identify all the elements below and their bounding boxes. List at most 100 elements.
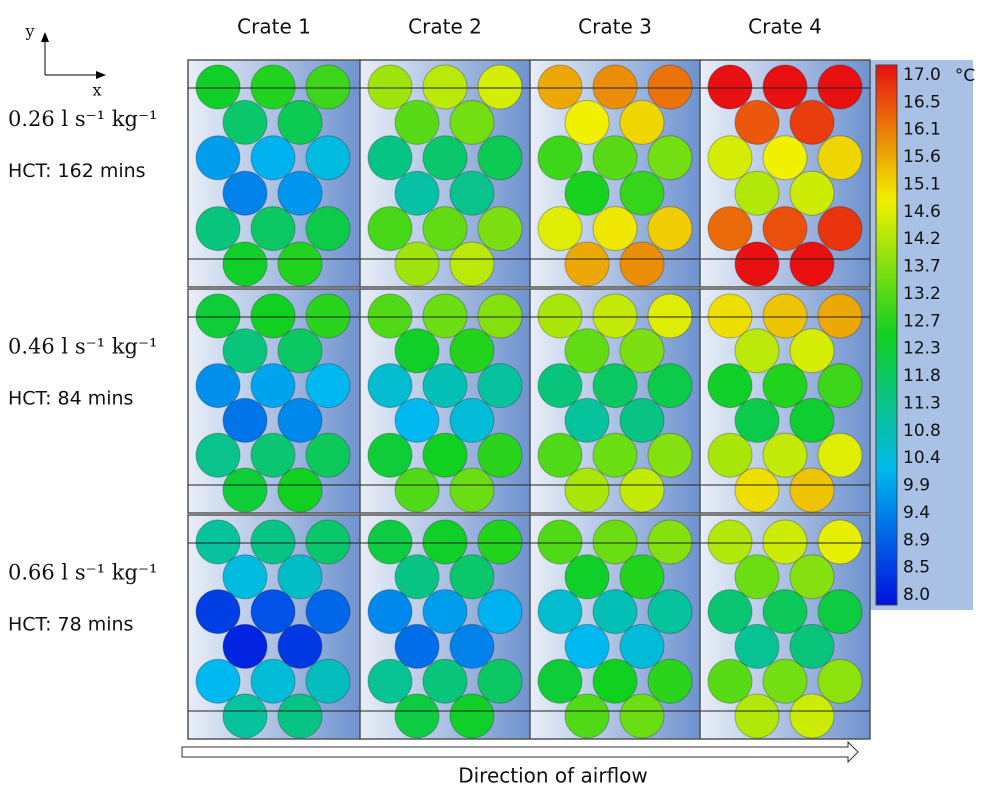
crate-fruit — [477, 206, 523, 252]
crate-fruit — [817, 64, 863, 110]
crate-fruit — [305, 206, 351, 252]
crate-fruit — [707, 293, 753, 339]
colorbar-label: 12.7 — [903, 311, 941, 331]
crate-fruit — [734, 397, 780, 443]
crate-fruit — [477, 432, 523, 478]
crate-fruit — [394, 328, 440, 374]
crate-fruit — [422, 519, 468, 565]
crate-fruit — [222, 170, 268, 216]
colorbar-unit: °C — [955, 66, 975, 86]
crate-fruit — [762, 293, 808, 339]
crate-fruit — [789, 623, 835, 669]
crate-fruit — [422, 658, 468, 704]
crate-fruit — [449, 328, 495, 374]
crate-fruit — [734, 554, 780, 600]
crate-fruit — [734, 170, 780, 216]
crate-fruit — [449, 554, 495, 600]
colorbar-label: 10.8 — [903, 421, 941, 441]
crate-fruit — [592, 206, 638, 252]
crate-fruit — [422, 589, 468, 635]
crate-fruit — [222, 467, 268, 513]
arrow-head — [41, 32, 49, 42]
crate-fruit — [277, 693, 323, 739]
axis-y-label: y — [24, 22, 34, 41]
crate-fruit — [564, 397, 610, 443]
crate-fruit — [367, 432, 413, 478]
crate-fruit — [277, 397, 323, 443]
crate-fruit — [305, 363, 351, 409]
crate-fruit — [222, 328, 268, 374]
crate-fruit — [277, 99, 323, 145]
colorbar-label: 10.4 — [903, 448, 941, 468]
flow-label: 0.46 l s⁻¹ kg⁻¹ — [8, 335, 157, 359]
colorbar-label: 13.7 — [903, 257, 941, 277]
crate-fruit — [394, 397, 440, 443]
crate-fruit — [707, 519, 753, 565]
crate-fruit — [647, 64, 693, 110]
crate-fruit — [195, 519, 241, 565]
crate-fruit — [592, 519, 638, 565]
airflow-arrow — [181, 740, 859, 764]
colorbar-label: 9.4 — [903, 503, 930, 523]
crate-fruit — [647, 206, 693, 252]
colorbar-label: 11.8 — [903, 366, 941, 386]
colorbar-label: 9.9 — [903, 476, 930, 496]
crate-fruit — [707, 589, 753, 635]
crate-fruit — [449, 467, 495, 513]
crate-fruit — [394, 241, 440, 287]
footer: Direction of airflow — [458, 764, 648, 787]
crate-fruit — [367, 64, 413, 110]
crate-fruit — [564, 554, 610, 600]
crate-fruit — [195, 589, 241, 635]
crate-fruit — [305, 293, 351, 339]
crate-fruit — [277, 623, 323, 669]
crate-fruit — [647, 135, 693, 181]
crate-fruit — [762, 519, 808, 565]
crate-fruit — [707, 135, 753, 181]
crate-fruit — [422, 206, 468, 252]
crate-fruit — [619, 328, 665, 374]
crate-fruit — [367, 206, 413, 252]
crate-fruit — [789, 99, 835, 145]
crate-fruit — [394, 467, 440, 513]
arrow-head — [96, 71, 106, 79]
crate-fruit — [195, 363, 241, 409]
crate-fruit — [619, 623, 665, 669]
crate-fruit — [817, 135, 863, 181]
crate-fruit — [367, 135, 413, 181]
crate-fruit — [592, 293, 638, 339]
crate-fruit — [477, 519, 523, 565]
crate-fruit — [222, 397, 268, 443]
crate-fruit — [477, 135, 523, 181]
colorbar-label: 14.2 — [903, 229, 941, 249]
flow-label: 0.26 l s⁻¹ kg⁻¹ — [8, 107, 157, 131]
crate-fruit — [449, 241, 495, 287]
crate-fruit — [394, 623, 440, 669]
colorbar — [875, 64, 898, 606]
crate-fruit — [592, 135, 638, 181]
colorbar-label: 13.2 — [903, 284, 941, 304]
crate-fruit — [537, 519, 583, 565]
colorbar-label: 15.1 — [903, 174, 941, 194]
crate-fruit — [537, 658, 583, 704]
crate-fruit — [817, 363, 863, 409]
crate-fruit — [195, 293, 241, 339]
column-header: Crate 4 — [748, 15, 822, 39]
crate-fruit — [817, 293, 863, 339]
column-header: Crate 1 — [237, 15, 311, 39]
crate-fruit — [647, 363, 693, 409]
crate-fruit — [305, 658, 351, 704]
crate-fruit — [647, 293, 693, 339]
crate-fruit — [250, 363, 296, 409]
crate-fruit — [422, 64, 468, 110]
crate-fruit — [195, 64, 241, 110]
crate-fruit — [394, 99, 440, 145]
crate-fruit — [734, 241, 780, 287]
crate-fruit — [422, 363, 468, 409]
colorbar-label: 14.6 — [903, 202, 941, 222]
crate-fruit — [250, 432, 296, 478]
crate-fruit — [619, 170, 665, 216]
crate-fruit — [537, 432, 583, 478]
crate-fruit — [367, 363, 413, 409]
